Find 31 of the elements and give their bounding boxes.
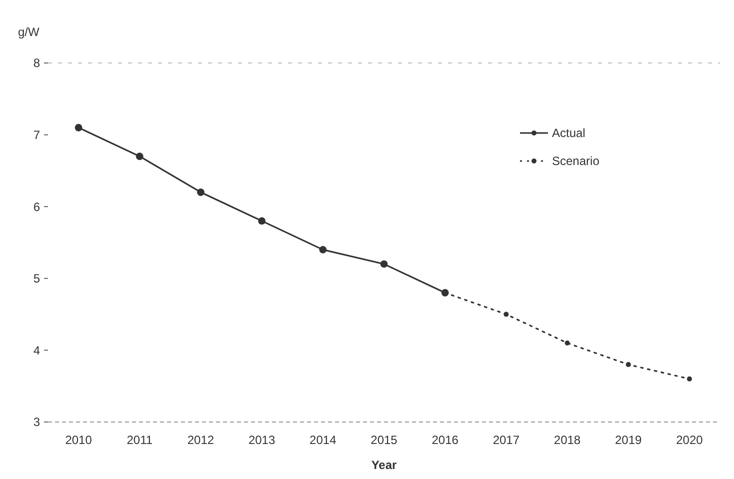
x-tick-label: 2016: [432, 433, 459, 447]
legend-label: Scenario: [552, 154, 600, 168]
y-tick-label: 5: [33, 272, 40, 286]
point: [564, 340, 570, 346]
x-tick-label: 2011: [126, 433, 153, 447]
x-tick-label: 2014: [310, 433, 337, 447]
x-tick-label: 2018: [554, 433, 581, 447]
point: [74, 124, 82, 132]
x-tick-label: 2019: [615, 433, 642, 447]
point: [380, 260, 388, 268]
point: [136, 152, 144, 160]
x-tick-label: 2010: [65, 433, 92, 447]
point: [626, 362, 631, 368]
point: [197, 188, 204, 196]
y-tick-label: 6: [33, 200, 40, 214]
x-tick-label: 2020: [676, 433, 704, 447]
y-tick-label: 8: [33, 56, 40, 70]
y-tick-label: 7: [33, 128, 40, 142]
x-axis-title: Year: [371, 458, 398, 472]
y-tick-label: 3: [33, 415, 40, 430]
x-tick-label: 2017: [492, 433, 520, 447]
y-axis-title: g/W: [18, 25, 40, 39]
x-tick-label: 2013: [248, 433, 276, 447]
point: [504, 312, 509, 317]
point: [319, 246, 327, 254]
x-tick-label: 2012: [187, 433, 214, 447]
y-tick-label: 4: [33, 343, 40, 358]
point: [258, 217, 266, 225]
x-tick-label: 2015: [370, 433, 398, 447]
legend-label: Actual: [552, 126, 586, 140]
point: [686, 376, 692, 382]
